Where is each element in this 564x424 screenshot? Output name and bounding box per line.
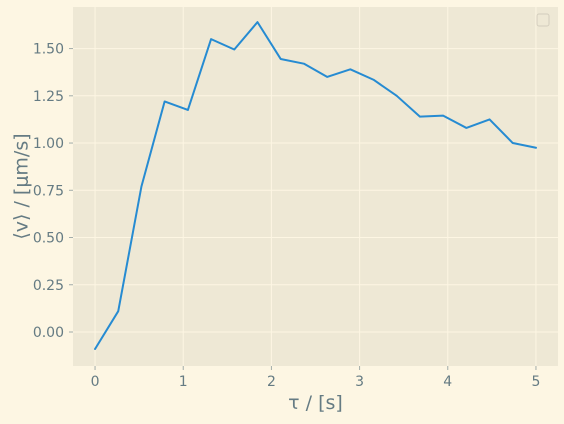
x-tick-label-5: 5 bbox=[531, 374, 540, 390]
y-tick-label-5: 1.25 bbox=[33, 89, 64, 105]
y-tick-label-3: 0.75 bbox=[33, 183, 64, 199]
plot-area bbox=[73, 7, 558, 366]
x-axis-label: τ / [s] bbox=[288, 392, 343, 414]
legend-box bbox=[536, 13, 550, 27]
x-tick-label-0: 0 bbox=[91, 374, 100, 390]
y-axis-label: ⟨v⟩ / [μm/s] bbox=[11, 133, 33, 239]
series-line-0 bbox=[94, 21, 537, 350]
y-tick-label-0: 0.00 bbox=[33, 325, 64, 341]
y-tick-label-4: 1.00 bbox=[33, 136, 64, 152]
y-tick-label-6: 1.50 bbox=[33, 42, 64, 58]
x-tick-label-3: 3 bbox=[355, 374, 364, 390]
series-layer bbox=[94, 21, 537, 350]
x-tick-label-4: 4 bbox=[443, 374, 452, 390]
x-tick-label-2: 2 bbox=[267, 374, 276, 390]
y-tick-label-2: 0.50 bbox=[33, 231, 64, 247]
x-tick-label-1: 1 bbox=[179, 374, 188, 390]
y-tick-label-1: 0.25 bbox=[33, 278, 64, 294]
axis-ticks: 0 1 2 3 4 5 0.00 0.25 0.50 0.75 1.00 1.25 1.50 bbox=[33, 42, 541, 390]
